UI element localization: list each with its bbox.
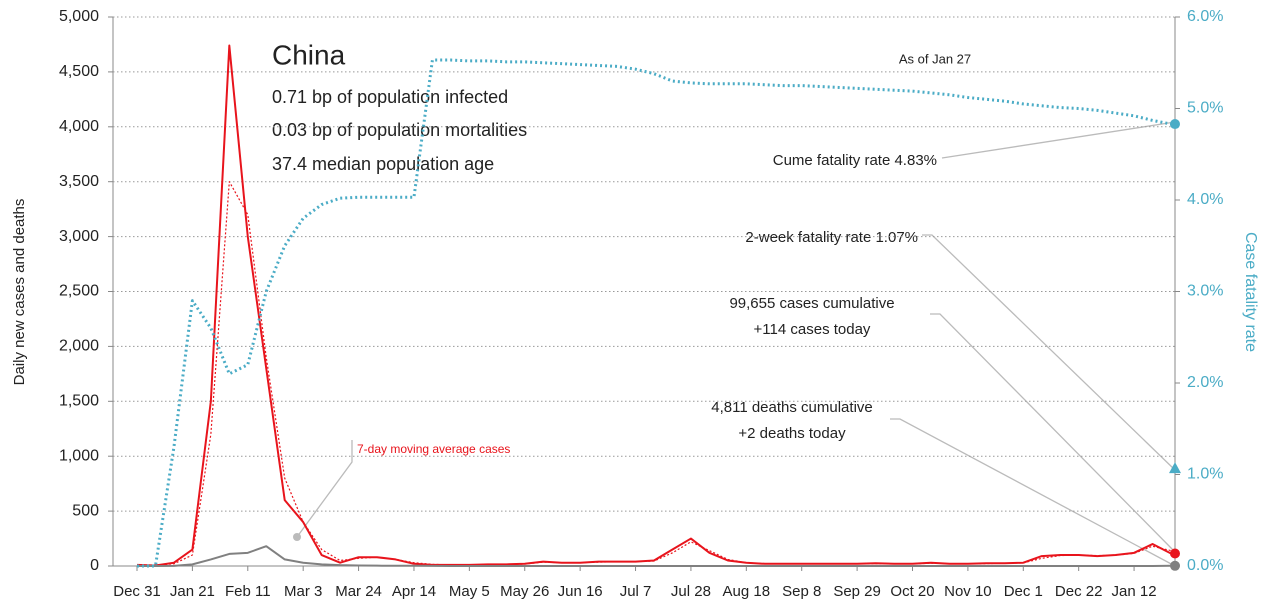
leader-line xyxy=(941,121,1176,159)
x-tick-label: Dec 22 xyxy=(1055,583,1103,600)
end-marker xyxy=(1170,119,1180,130)
leader-dot xyxy=(293,533,301,541)
y-tick-label: 2,500 xyxy=(59,283,99,300)
y2-tick-label: 4.0% xyxy=(1187,191,1223,208)
subtitle: 37.4 median population age xyxy=(272,154,494,174)
x-tick-label: Jul 28 xyxy=(671,583,711,600)
x-tick-label: Jul 7 xyxy=(620,583,652,600)
y-tick-label: 1,000 xyxy=(59,447,99,464)
y-tick-label: 1,500 xyxy=(59,393,99,410)
series-line xyxy=(136,181,1172,567)
end-marker xyxy=(1170,548,1180,559)
leader-line xyxy=(922,234,1176,471)
y2-tick-label: 3.0% xyxy=(1187,283,1223,300)
subtitle: 0.03 bp of population mortalities xyxy=(272,120,527,140)
y-tick-label: 0 xyxy=(90,557,99,574)
subtitle: 0.71 bp of population infected xyxy=(272,87,508,107)
leader-line xyxy=(890,418,1176,567)
annotation: 2-week fatality rate 1.07% xyxy=(745,229,918,246)
y-tick-label: 5,000 xyxy=(59,8,99,25)
leader-line xyxy=(930,313,1176,553)
y-tick-label: 3,500 xyxy=(59,173,99,190)
y-tick-label: 2,000 xyxy=(59,338,99,355)
x-tick-label: Dec 31 xyxy=(113,583,161,600)
x-tick-label: Dec 1 xyxy=(1004,583,1043,600)
series-line xyxy=(137,58,1172,568)
x-tick-label: Mar 24 xyxy=(335,583,382,600)
y-tick-label: 4,500 xyxy=(59,63,99,80)
y2-tick-label: 1.0% xyxy=(1187,466,1223,483)
x-tick-label: May 5 xyxy=(449,583,490,600)
x-tick-label: Feb 11 xyxy=(225,583,271,600)
annotation: Cume fatality rate 4.83% xyxy=(773,152,937,169)
annotation: As of Jan 27 xyxy=(899,51,971,66)
y-axis-label: Daily new cases and deaths xyxy=(11,199,28,386)
leader-line xyxy=(296,440,353,538)
annotation: 99,655 cases cumulative xyxy=(729,295,894,312)
annotation: +2 deaths today xyxy=(738,425,846,442)
y-tick-label: 4,000 xyxy=(59,118,99,135)
x-tick-label: Apr 14 xyxy=(392,583,436,600)
y2-tick-label: 2.0% xyxy=(1187,374,1223,391)
x-tick-label: May 26 xyxy=(500,583,549,600)
x-tick-label: Jan 12 xyxy=(1112,583,1157,600)
end-marker xyxy=(1170,560,1180,571)
y2-tick-label: 5.0% xyxy=(1187,100,1223,117)
series-line xyxy=(137,545,1172,567)
y-tick-label: 3,000 xyxy=(59,228,99,245)
x-tick-label: Oct 20 xyxy=(890,583,934,600)
y-tick-label: 500 xyxy=(72,502,99,519)
end-marker xyxy=(1169,462,1181,474)
x-tick-label: Jan 21 xyxy=(170,583,215,600)
x-tick-label: Jun 16 xyxy=(558,583,603,600)
annotation: 4,811 deaths cumulative xyxy=(711,399,873,416)
x-tick-label: Sep 29 xyxy=(833,583,881,600)
x-tick-label: Nov 10 xyxy=(944,583,992,600)
x-tick-label: Aug 18 xyxy=(723,583,771,600)
x-tick-label: Sep 8 xyxy=(782,583,821,600)
annotation: +114 cases today xyxy=(754,321,871,338)
series-label: 7-day moving average cases xyxy=(357,442,510,456)
y2-tick-label: 6.0% xyxy=(1187,8,1223,25)
x-tick-label: Mar 3 xyxy=(284,583,322,600)
y2-axis-label: Case fatality rate xyxy=(1242,232,1259,352)
chart-title: China xyxy=(272,39,346,70)
y2-tick-label: 0.0% xyxy=(1187,557,1223,574)
